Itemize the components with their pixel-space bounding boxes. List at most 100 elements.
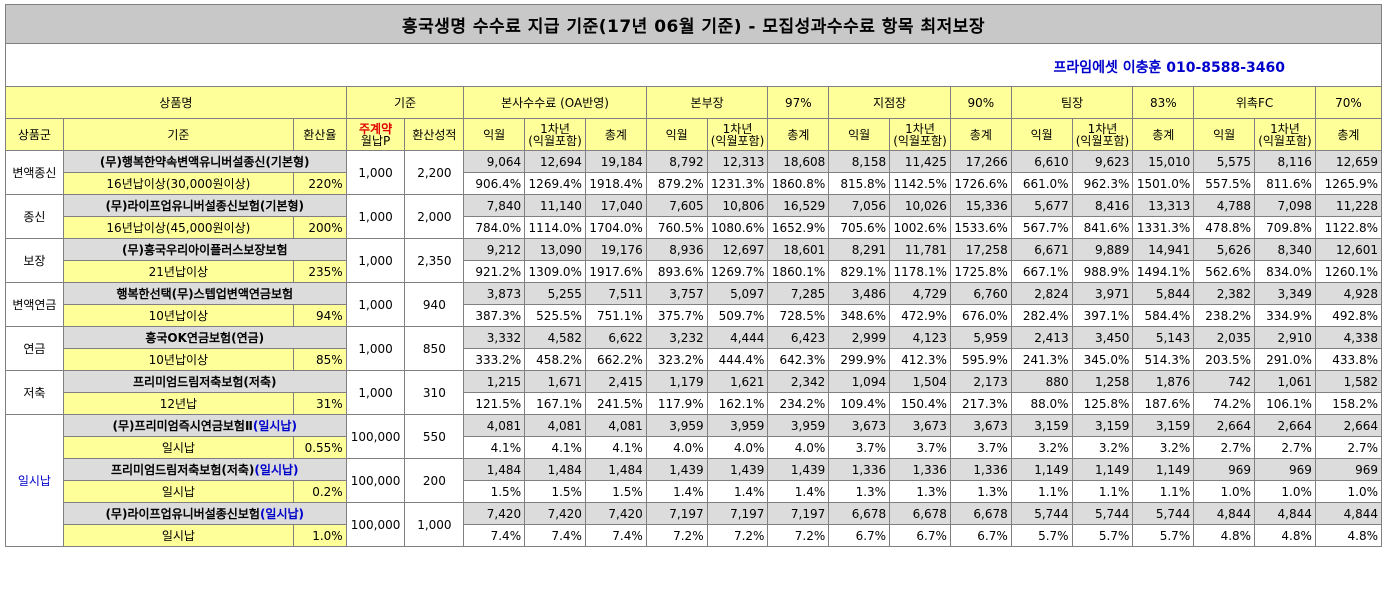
value-cell: 8,291 — [828, 238, 891, 261]
value-cell: 16,529 — [767, 194, 830, 217]
table-row: 변액연금 행복한선택(무)스텝업변액연금보험 1,000 940 3,873 5,255 7… — [5, 282, 1383, 327]
header-basis: 기준 — [345, 86, 465, 119]
percent-cell: 811.6% — [1254, 172, 1316, 195]
premium-cell: 1,000 — [345, 370, 406, 415]
premium-cell: 100,000 — [345, 502, 406, 547]
subheader-y1-b: (익월포함) — [710, 133, 765, 148]
header-group-director: 본부장 — [645, 86, 769, 119]
percent-cell: 567.7% — [1010, 216, 1073, 239]
percent-cell: 834.0% — [1254, 260, 1316, 283]
percent-cell: 1725.8% — [949, 260, 1012, 283]
percent-cell: 375.7% — [645, 304, 708, 327]
value-cell: 7,420 — [463, 502, 526, 525]
table-row: 10년납이상 85% 333.2% 458.2% 662.2% 323.2% 444.4% 6… — [6, 348, 1383, 371]
percent-cell: 88.0% — [1010, 392, 1073, 415]
value-cell: 3,232 — [645, 326, 708, 349]
percent-cell: 282.4% — [1010, 304, 1073, 327]
value-cell: 1,484 — [463, 458, 526, 481]
value-cell: 5,744 — [1010, 502, 1073, 525]
percent-cell: 3.7% — [949, 436, 1012, 459]
percent-cell: 348.6% — [828, 304, 891, 327]
subheader-m1: 익월 — [1010, 118, 1073, 151]
percent-cell: 1002.6% — [889, 216, 951, 239]
criteria-cell: 16년납이상(45,000원이상) — [62, 216, 294, 239]
header-group-fc: 위촉FC — [1193, 86, 1316, 119]
percent-cell: 433.8% — [1314, 348, 1383, 371]
subheader-y1-b: (익월포함) — [528, 133, 582, 148]
value-cell: 3,349 — [1254, 282, 1316, 305]
header-group-branch-pct: 90% — [949, 86, 1012, 119]
value-cell: 1,439 — [767, 458, 830, 481]
percent-cell: 4.1% — [463, 436, 526, 459]
percent-cell: 7.4% — [463, 524, 526, 547]
subheader-conversion-rate: 환산율 — [292, 118, 347, 151]
value-cell: 18,601 — [767, 238, 830, 261]
value-cell: 1,215 — [463, 370, 526, 393]
percent-cell: 444.4% — [706, 348, 769, 371]
value-cell: 2,664 — [1193, 414, 1256, 437]
table-row: 일시납 1.0% 7.4% 7.4% 7.4% 7.2% 7.2% 7.2% 6.7% 6.7% 6… — [6, 524, 1383, 547]
product-group-cell: 연금 — [5, 326, 64, 371]
percent-cell: 1704.0% — [584, 216, 647, 239]
value-cell: 4,844 — [1254, 502, 1316, 525]
percent-cell: 3.2% — [1010, 436, 1073, 459]
percent-cell: 1917.6% — [584, 260, 647, 283]
product-name: (무)라이프업유니버설종신보험 — [105, 507, 260, 521]
value-cell: 3,486 — [828, 282, 891, 305]
percent-cell: 1.4% — [706, 480, 769, 503]
percent-cell: 5.7% — [1071, 524, 1134, 547]
product-group-cell: 일시납 — [5, 414, 64, 547]
subheader-total: 총계 — [1314, 118, 1383, 151]
table-row: 12년납 31% 121.5% 167.1% 241.5% 117.9% 162.1% 234… — [6, 392, 1383, 415]
header-group-team: 팀장 — [1010, 86, 1134, 119]
subheader-y1-b: (익월포함) — [1258, 133, 1312, 148]
percent-cell: 3.7% — [889, 436, 951, 459]
percent-cell: 667.1% — [1010, 260, 1073, 283]
value-cell: 2,824 — [1010, 282, 1073, 305]
percent-cell: 4.1% — [524, 436, 586, 459]
conversion-rate-cell: 0.2% — [292, 480, 347, 503]
value-cell: 5,844 — [1132, 282, 1195, 305]
value-cell: 2,173 — [949, 370, 1012, 393]
percent-cell: 7.4% — [524, 524, 586, 547]
value-cell: 7,197 — [706, 502, 769, 525]
commission-table: 상품명 기준 본사수수료 (OA반영) 본부장 97% 지점장 90% 팀장 8… — [5, 86, 1383, 547]
percent-cell: 509.7% — [706, 304, 769, 327]
value-cell: 13,090 — [524, 238, 586, 261]
score-cell: 2,000 — [404, 194, 465, 239]
value-cell: 19,176 — [584, 238, 647, 261]
conversion-rate-cell: 31% — [292, 392, 347, 415]
percent-cell: 1.4% — [645, 480, 708, 503]
value-cell: 15,336 — [949, 194, 1012, 217]
value-cell: 10,026 — [889, 194, 951, 217]
value-cell: 9,212 — [463, 238, 526, 261]
value-cell: 2,413 — [1010, 326, 1073, 349]
percent-cell: 7.2% — [645, 524, 708, 547]
value-cell: 1,621 — [706, 370, 769, 393]
table-row: 변액종신 (무)행복한약속변액유니버설종신(기본형) 1,000 2,200 9,064… — [5, 150, 1383, 195]
value-cell: 1,582 — [1314, 370, 1383, 393]
premium-cell: 1,000 — [345, 238, 406, 283]
percent-cell: 3.7% — [828, 436, 891, 459]
value-cell: 3,959 — [706, 414, 769, 437]
percent-cell: 1269.4% — [524, 172, 586, 195]
percent-cell: 921.2% — [463, 260, 526, 283]
conversion-rate-cell: 0.55% — [292, 436, 347, 459]
percent-cell: 1331.3% — [1132, 216, 1195, 239]
subheader-y1-a: 1차년 — [722, 121, 753, 136]
percent-cell: 121.5% — [463, 392, 526, 415]
score-cell: 850 — [404, 326, 465, 371]
value-cell: 3,673 — [889, 414, 951, 437]
percent-cell: 1.0% — [1254, 480, 1316, 503]
contact-bar: 프라임에셋 이충훈 010-8588-3460 — [5, 44, 1382, 86]
premium-cell: 1,000 — [345, 282, 406, 327]
percent-cell: 784.0% — [463, 216, 526, 239]
percent-cell: 760.5% — [645, 216, 708, 239]
table-row: 21년납이상 235% 921.2% 1309.0% 1917.6% 893.6% 1269… — [6, 260, 1383, 283]
subheader-main-contract-b: 월납P — [360, 133, 391, 148]
subheader-total: 총계 — [767, 118, 830, 151]
value-cell: 12,601 — [1314, 238, 1383, 261]
table-row: 연금 흥국OK연금보험(연금) 1,000 850 3,332 4,582 6,622 3,2… — [5, 326, 1383, 371]
value-cell: 4,788 — [1193, 194, 1256, 217]
product-name-tag: (일시납) — [254, 463, 299, 477]
